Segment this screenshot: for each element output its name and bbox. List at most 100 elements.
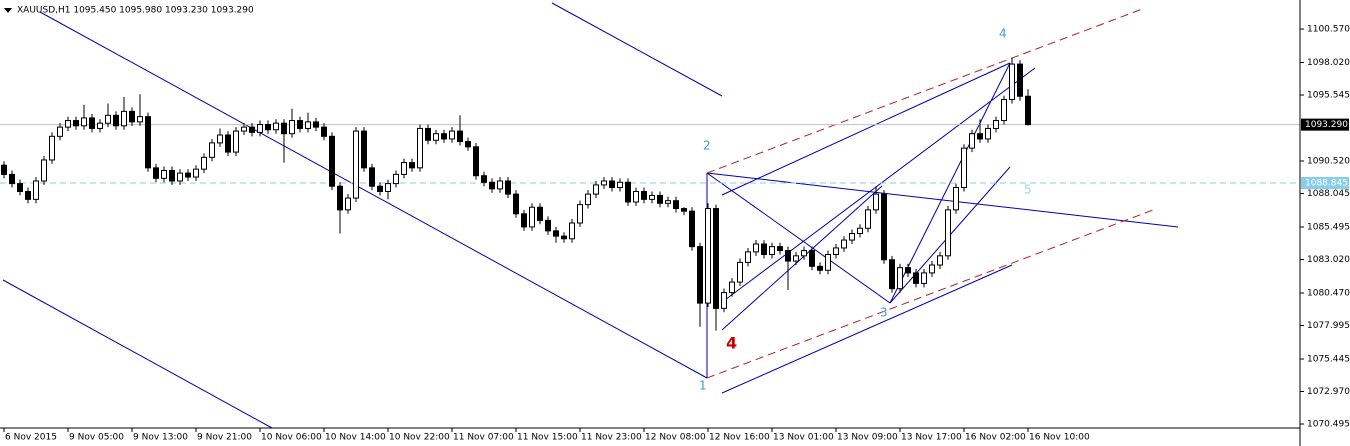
candle-body bbox=[473, 146, 479, 177]
y-tick-label: 1088.045 bbox=[1307, 189, 1350, 199]
x-tick-label: 16 Nov 10:00 bbox=[1029, 433, 1090, 443]
candle-body bbox=[1025, 95, 1031, 126]
candle-body bbox=[633, 190, 639, 203]
candle-body bbox=[425, 127, 431, 141]
x-tick-label: 9 Nov 13:00 bbox=[133, 433, 188, 443]
x-tick-label: 10 Nov 14:00 bbox=[325, 433, 386, 443]
candle-body bbox=[177, 172, 183, 182]
candle-body bbox=[25, 190, 31, 200]
y-tick-label: 1077.995 bbox=[1307, 321, 1350, 331]
candle-body bbox=[641, 190, 647, 200]
candle-body bbox=[569, 222, 575, 240]
wave-label: 1 bbox=[699, 379, 707, 393]
candle-body bbox=[1001, 99, 1007, 122]
candle-body bbox=[809, 250, 815, 267]
wave-label: 2 bbox=[703, 139, 711, 153]
candle-body bbox=[729, 281, 735, 294]
x-tick-label: 12 Nov 08:00 bbox=[645, 433, 706, 443]
candle-body bbox=[785, 250, 791, 262]
x-tick-label: 10 Nov 22:00 bbox=[389, 433, 450, 443]
y-tick-label: 1075.445 bbox=[1307, 354, 1350, 364]
candle-body bbox=[393, 173, 399, 185]
candle-body bbox=[369, 167, 375, 187]
pattern-line bbox=[721, 185, 883, 331]
x-tick-label: 11 Nov 23:00 bbox=[581, 433, 642, 443]
menu-arrow[interactable] bbox=[4, 8, 12, 13]
candle-body bbox=[137, 116, 143, 123]
candle-body bbox=[841, 239, 847, 249]
candle-body bbox=[145, 116, 151, 169]
candle-body bbox=[593, 184, 599, 195]
pattern-line bbox=[724, 67, 1036, 301]
y-tick-label: 1090.520 bbox=[1307, 157, 1350, 167]
trend-line bbox=[39, 11, 708, 379]
candle-body bbox=[609, 180, 615, 189]
candle-body bbox=[185, 172, 191, 178]
candle-body bbox=[193, 168, 199, 178]
candle-body bbox=[801, 250, 807, 257]
candle-body bbox=[225, 134, 231, 153]
candle-body bbox=[625, 181, 631, 203]
x-tick-label: 11 Nov 07:00 bbox=[453, 433, 514, 443]
candle-body bbox=[697, 246, 703, 304]
candle-body bbox=[521, 213, 527, 228]
candle-body bbox=[873, 193, 879, 211]
candle-body bbox=[457, 130, 463, 143]
y-tick-label: 1070.495 bbox=[1307, 419, 1350, 429]
candle-body bbox=[865, 209, 871, 229]
trend-line bbox=[2, 279, 273, 429]
y-tick-label: 1100.570 bbox=[1307, 25, 1350, 35]
candle-body bbox=[961, 147, 967, 189]
candle-body bbox=[673, 200, 679, 210]
y-tick-label: 1072.970 bbox=[1307, 387, 1350, 397]
candle-body bbox=[433, 133, 439, 141]
candle-body bbox=[57, 126, 63, 137]
x-tick-label: 13 Nov 01:00 bbox=[773, 433, 834, 443]
candle-body bbox=[905, 267, 911, 274]
channel-dashed bbox=[706, 209, 1154, 379]
candle-body bbox=[17, 183, 23, 192]
candle-body bbox=[169, 169, 175, 182]
candle-body bbox=[41, 159, 47, 182]
candle-body bbox=[513, 193, 519, 215]
candle-body bbox=[953, 187, 959, 211]
candle-body bbox=[217, 134, 223, 144]
candle-body bbox=[849, 233, 855, 241]
candle-body bbox=[321, 126, 327, 137]
candle-body bbox=[753, 243, 759, 253]
candle-body bbox=[361, 130, 367, 169]
candle-body bbox=[681, 208, 687, 212]
candle-body bbox=[297, 120, 303, 129]
y-tick-label: 1080.470 bbox=[1307, 288, 1350, 298]
candle-body bbox=[777, 246, 783, 252]
x-tick-label: 10 Nov 06:00 bbox=[261, 433, 322, 443]
x-tick-label: 16 Nov 02:00 bbox=[965, 433, 1026, 443]
candle-body bbox=[313, 121, 319, 128]
candle-body bbox=[129, 110, 135, 123]
candle-body bbox=[201, 156, 207, 170]
candle-body bbox=[385, 183, 391, 192]
candle-body bbox=[89, 117, 95, 129]
candle-body bbox=[577, 204, 583, 224]
candle-body bbox=[121, 110, 127, 127]
candle-body bbox=[769, 246, 775, 256]
candle-body bbox=[49, 135, 55, 161]
candle-body bbox=[209, 142, 215, 158]
candle-body bbox=[233, 130, 239, 153]
candle-body bbox=[945, 209, 951, 257]
candle-body bbox=[897, 267, 903, 290]
candle-body bbox=[745, 251, 751, 263]
candle-body bbox=[153, 167, 159, 179]
candle-body bbox=[417, 127, 423, 169]
channel-line bbox=[721, 264, 1013, 394]
plot bbox=[0, 57, 1300, 331]
candle-body bbox=[689, 210, 695, 248]
candle-body bbox=[441, 133, 447, 140]
candle-body bbox=[857, 227, 863, 235]
candle-body bbox=[265, 123, 271, 131]
candle-body bbox=[921, 272, 927, 284]
candle-body bbox=[1009, 63, 1015, 101]
y-tick-label: 1083.020 bbox=[1307, 255, 1350, 265]
price-label: 1093.290 bbox=[1305, 120, 1348, 130]
